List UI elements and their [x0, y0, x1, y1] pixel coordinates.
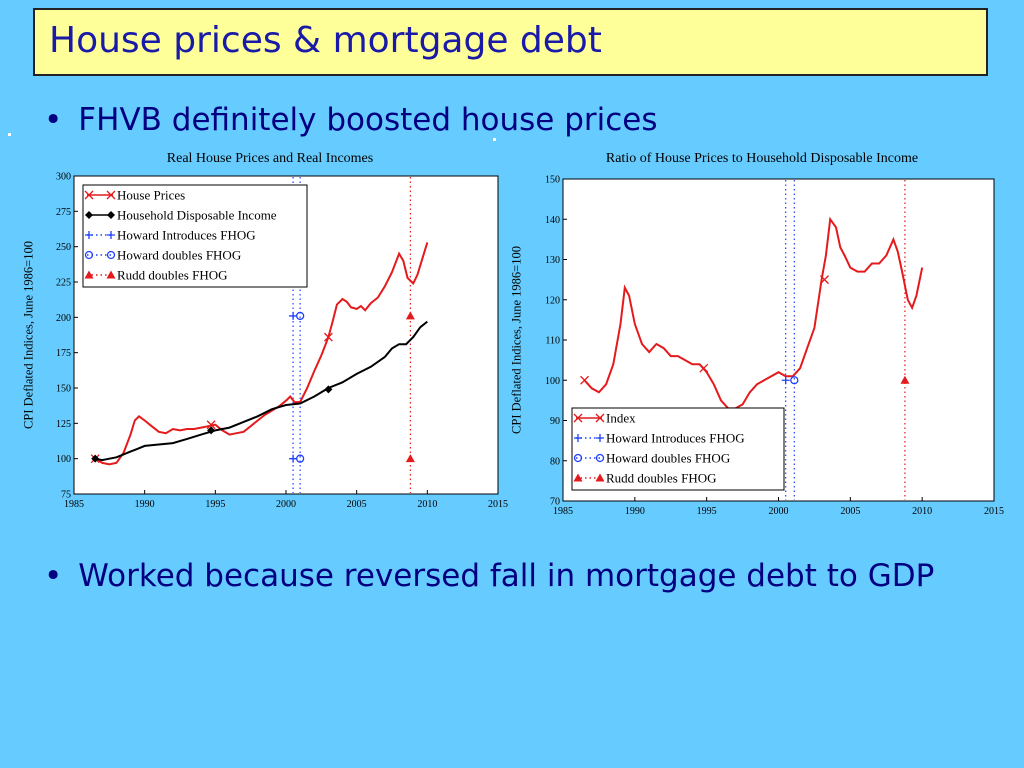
event-marker — [289, 311, 298, 320]
legend-swatch — [595, 453, 605, 463]
data-point — [699, 363, 709, 373]
y-tick-label: 90 — [550, 416, 560, 427]
event-marker — [405, 311, 415, 320]
bullet-dot: • — [44, 102, 63, 138]
legend-label: Howard doubles FHOG — [606, 451, 730, 466]
event-marker — [289, 454, 298, 463]
legend-box — [571, 407, 785, 491]
legend-swatch — [84, 270, 94, 279]
x-tick-label: 1985 — [64, 499, 84, 510]
legend-swatch — [595, 413, 605, 423]
y-tick-label: 150 — [56, 384, 71, 395]
y-tick-label: 275 — [56, 207, 71, 218]
y-tick-label: 200 — [56, 313, 71, 324]
y-tick-label: 250 — [56, 242, 71, 253]
legend-swatch — [106, 270, 116, 279]
x-tick-label: 1995 — [697, 506, 717, 517]
y-tick-label: 150 — [545, 175, 560, 186]
event-marker — [295, 454, 305, 463]
x-tick-label: 1990 — [625, 506, 645, 517]
series-line — [583, 216, 924, 410]
bullet-dot: • — [44, 558, 63, 594]
legend-label: Howard Introduces FHOG — [117, 228, 256, 243]
y-axis-label: CPI Deflated Indices, June 1986=100 — [21, 241, 35, 429]
legend-swatch — [573, 473, 583, 482]
slide-title: House prices & mortgage debt — [49, 20, 602, 61]
legend-swatch — [84, 190, 94, 200]
series-line — [95, 320, 428, 462]
x-tick-label: 2005 — [347, 499, 367, 510]
x-tick-label: 2010 — [912, 506, 932, 517]
legend-swatch — [106, 190, 116, 200]
y-tick-label: 80 — [550, 456, 560, 467]
legend-swatch — [573, 413, 583, 423]
x-tick-label: 1985 — [553, 506, 573, 517]
x-tick-label: 2005 — [840, 506, 860, 517]
legend-label: Howard doubles FHOG — [117, 248, 241, 263]
x-tick-label: 2015 — [984, 506, 1004, 517]
y-tick-label: 140 — [545, 215, 560, 226]
legend-swatch — [596, 434, 604, 442]
data-point — [580, 375, 590, 385]
decorative-mark — [8, 133, 11, 136]
legend-label: Rudd doubles FHOG — [606, 471, 717, 486]
y-tick-label: 70 — [550, 497, 560, 508]
y-tick-label: 110 — [545, 336, 560, 347]
chart-title: Real House Prices and Real Incomes — [167, 151, 373, 166]
x-tick-label: 1995 — [205, 499, 225, 510]
legend-swatch — [85, 211, 93, 219]
decorative-mark — [493, 138, 496, 141]
legend-label: Household Disposable Income — [117, 208, 277, 223]
data-point — [324, 385, 333, 394]
bullet-item: • Worked because reversed fall in mortgag… — [44, 558, 934, 594]
bullet-text: Worked because reversed fall in mortgage… — [78, 558, 935, 594]
x-tick-label: 2000 — [769, 506, 789, 517]
y-tick-label: 225 — [56, 278, 71, 289]
legend-label: Howard Introduces FHOG — [606, 431, 745, 446]
legend-swatch — [106, 250, 116, 260]
legend-swatch — [85, 231, 93, 239]
legend-swatch — [107, 211, 115, 219]
legend-swatch — [84, 250, 94, 260]
y-tick-label: 100 — [545, 376, 560, 387]
y-tick-label: 175 — [56, 348, 71, 359]
event-marker — [900, 375, 910, 384]
legend-label: House Prices — [117, 188, 185, 203]
event-marker — [790, 376, 799, 385]
legend-swatch — [573, 453, 583, 463]
title-banner: House prices & mortgage debt — [33, 8, 988, 76]
y-tick-label: 120 — [545, 295, 560, 306]
data-point — [207, 426, 216, 435]
data-point — [820, 275, 829, 285]
data-point — [323, 332, 333, 342]
event-marker — [405, 454, 415, 463]
x-tick-label: 2000 — [276, 499, 296, 510]
chart-title: Ratio of House Prices to Household Dispo… — [606, 151, 918, 166]
legend-swatch — [595, 473, 605, 482]
legend-label: Index — [606, 411, 636, 426]
data-point — [91, 454, 100, 463]
x-tick-label: 2015 — [488, 499, 508, 510]
bullet-text: FHVB definitely boosted house prices — [78, 102, 658, 138]
event-marker — [295, 311, 305, 321]
legend-box — [82, 184, 308, 288]
legend-swatch — [107, 231, 115, 239]
y-tick-label: 100 — [56, 454, 71, 465]
y-tick-label: 300 — [56, 172, 71, 183]
event-marker — [781, 376, 790, 385]
y-tick-label: 125 — [56, 419, 71, 430]
chart-real-house-prices: Real House Prices and Real Incomes CPI De… — [21, 151, 508, 510]
x-tick-label: 2010 — [417, 499, 437, 510]
chart-price-income-ratio: Ratio of House Prices to Household Dispo… — [509, 151, 1004, 517]
y-axis-label: CPI Deflated Indices, June 1986=100 — [509, 246, 523, 434]
legend-label: Rudd doubles FHOG — [117, 268, 228, 283]
y-tick-label: 130 — [545, 255, 560, 266]
y-tick-label: 75 — [61, 490, 71, 501]
legend-swatch — [574, 434, 582, 442]
data-point — [206, 420, 216, 430]
bullet-item: • FHVB definitely boosted house prices — [44, 102, 658, 138]
x-tick-label: 1990 — [135, 499, 155, 510]
